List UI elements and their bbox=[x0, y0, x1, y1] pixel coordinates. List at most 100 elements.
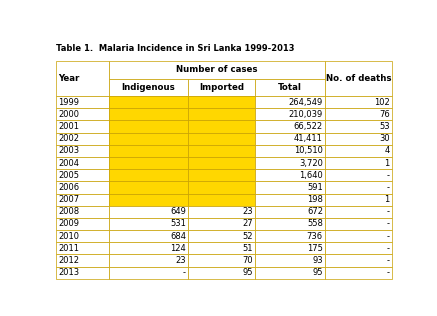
Text: -: - bbox=[387, 183, 389, 192]
Text: 124: 124 bbox=[170, 244, 186, 253]
Text: 41,411: 41,411 bbox=[294, 134, 323, 143]
Bar bbox=[56, 108, 109, 120]
Bar bbox=[109, 169, 188, 181]
Bar bbox=[109, 61, 325, 79]
Bar bbox=[109, 96, 188, 108]
Text: 2008: 2008 bbox=[59, 207, 80, 216]
Text: 3,720: 3,720 bbox=[299, 159, 323, 167]
Bar bbox=[325, 120, 392, 133]
Bar bbox=[109, 254, 188, 267]
Bar bbox=[56, 267, 109, 279]
Bar bbox=[56, 120, 109, 133]
Text: 66,522: 66,522 bbox=[294, 122, 323, 131]
Text: 2010: 2010 bbox=[59, 232, 80, 241]
Text: 51: 51 bbox=[242, 244, 253, 253]
Text: 2002: 2002 bbox=[59, 134, 80, 143]
Bar bbox=[188, 254, 255, 267]
Bar bbox=[109, 267, 188, 279]
Bar bbox=[188, 145, 255, 157]
Text: 4: 4 bbox=[384, 146, 389, 155]
Bar bbox=[325, 61, 392, 96]
Bar bbox=[109, 79, 188, 96]
Text: 27: 27 bbox=[242, 220, 253, 228]
Text: 52: 52 bbox=[242, 232, 253, 241]
Bar bbox=[56, 169, 109, 181]
Text: 23: 23 bbox=[242, 207, 253, 216]
Text: 198: 198 bbox=[307, 195, 323, 204]
Bar bbox=[56, 206, 109, 218]
Text: 672: 672 bbox=[307, 207, 323, 216]
Bar bbox=[109, 206, 188, 218]
Bar bbox=[56, 242, 109, 254]
Bar bbox=[56, 145, 109, 157]
Bar bbox=[255, 218, 325, 230]
Bar bbox=[325, 145, 392, 157]
Bar bbox=[325, 218, 392, 230]
Bar bbox=[109, 133, 188, 145]
Bar bbox=[255, 133, 325, 145]
Text: 649: 649 bbox=[170, 207, 186, 216]
Bar bbox=[56, 96, 109, 108]
Text: 2009: 2009 bbox=[59, 220, 80, 228]
Bar bbox=[56, 157, 109, 169]
Text: Number of cases: Number of cases bbox=[176, 65, 257, 74]
Bar bbox=[188, 267, 255, 279]
Bar bbox=[255, 169, 325, 181]
Text: Total: Total bbox=[278, 83, 302, 92]
Text: Year: Year bbox=[59, 74, 80, 83]
Text: -: - bbox=[183, 268, 186, 277]
Bar bbox=[255, 181, 325, 193]
Bar bbox=[325, 157, 392, 169]
Bar bbox=[255, 145, 325, 157]
Bar bbox=[255, 230, 325, 242]
Bar bbox=[188, 96, 255, 108]
Bar bbox=[56, 193, 109, 206]
Text: 2013: 2013 bbox=[59, 268, 80, 277]
Bar bbox=[325, 242, 392, 254]
Text: -: - bbox=[387, 232, 389, 241]
Bar bbox=[325, 206, 392, 218]
Bar bbox=[255, 242, 325, 254]
Bar bbox=[255, 79, 325, 96]
Text: 2003: 2003 bbox=[59, 146, 80, 155]
Bar bbox=[255, 108, 325, 120]
Bar bbox=[188, 120, 255, 133]
Text: 2011: 2011 bbox=[59, 244, 80, 253]
Text: 10,510: 10,510 bbox=[294, 146, 323, 155]
Bar bbox=[56, 230, 109, 242]
Text: -: - bbox=[387, 207, 389, 216]
Bar bbox=[109, 181, 188, 193]
Bar bbox=[188, 157, 255, 169]
Bar bbox=[255, 120, 325, 133]
Text: 2001: 2001 bbox=[59, 122, 80, 131]
Text: Table 1.  Malaria Incidence in Sri Lanka 1999-2013: Table 1. Malaria Incidence in Sri Lanka … bbox=[56, 44, 295, 53]
Text: 2000: 2000 bbox=[59, 110, 80, 119]
Text: 70: 70 bbox=[242, 256, 253, 265]
Bar bbox=[325, 96, 392, 108]
Bar bbox=[188, 230, 255, 242]
Bar bbox=[188, 79, 255, 96]
Bar bbox=[56, 181, 109, 193]
Text: Imported: Imported bbox=[199, 83, 244, 92]
Bar bbox=[325, 193, 392, 206]
Bar bbox=[109, 157, 188, 169]
Text: 23: 23 bbox=[175, 256, 186, 265]
Text: 95: 95 bbox=[312, 268, 323, 277]
Bar bbox=[188, 242, 255, 254]
Bar bbox=[109, 120, 188, 133]
Bar bbox=[188, 218, 255, 230]
Bar bbox=[56, 254, 109, 267]
Bar bbox=[188, 133, 255, 145]
Bar bbox=[255, 267, 325, 279]
Text: 175: 175 bbox=[307, 244, 323, 253]
Bar bbox=[255, 254, 325, 267]
Text: -: - bbox=[387, 171, 389, 180]
Text: 93: 93 bbox=[312, 256, 323, 265]
Bar bbox=[109, 193, 188, 206]
Bar bbox=[188, 181, 255, 193]
Text: 2006: 2006 bbox=[59, 183, 80, 192]
Text: 531: 531 bbox=[170, 220, 186, 228]
Text: 1: 1 bbox=[384, 159, 389, 167]
Text: 558: 558 bbox=[307, 220, 323, 228]
Text: 2012: 2012 bbox=[59, 256, 80, 265]
